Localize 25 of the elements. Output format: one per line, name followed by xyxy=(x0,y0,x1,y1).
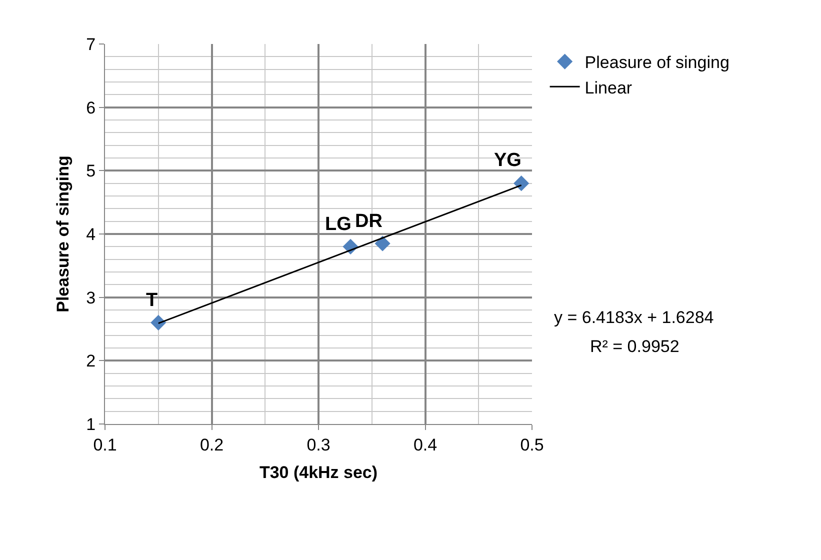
x-tick-label: 0.2 xyxy=(200,435,224,454)
x-tick-label: 0.4 xyxy=(413,435,438,454)
y-tick-label: 3 xyxy=(86,288,96,308)
point xyxy=(514,176,530,192)
y-tick-label: 2 xyxy=(86,352,96,371)
y-tick-label: 4 xyxy=(86,224,96,244)
annotation: YG xyxy=(494,150,522,171)
point xyxy=(150,314,166,330)
x-tick-label: 0.1 xyxy=(93,435,117,454)
y-tick-label: 1 xyxy=(86,414,96,434)
y-axis-title: Pleasure of singing xyxy=(54,156,73,312)
y-tick-label: 5 xyxy=(86,162,96,181)
legend-label: Linear xyxy=(584,78,632,98)
text: y = 6.4183x + 1.6284 xyxy=(554,308,714,327)
annotation: LG xyxy=(325,214,352,235)
y-tick-label: 7 xyxy=(86,34,96,54)
annotation: DR xyxy=(355,211,383,232)
annotation: T xyxy=(146,290,158,311)
x-tick-label: 0.3 xyxy=(306,435,330,454)
point xyxy=(374,236,390,252)
x-axis-title: T30 (4kHz sec) xyxy=(259,462,378,482)
y-tick-label: 6 xyxy=(86,98,96,118)
text: R² = 0.9952 xyxy=(590,337,680,356)
x-tick-label: 0.5 xyxy=(520,435,544,454)
legend-label: Pleasure of singing xyxy=(584,53,730,72)
